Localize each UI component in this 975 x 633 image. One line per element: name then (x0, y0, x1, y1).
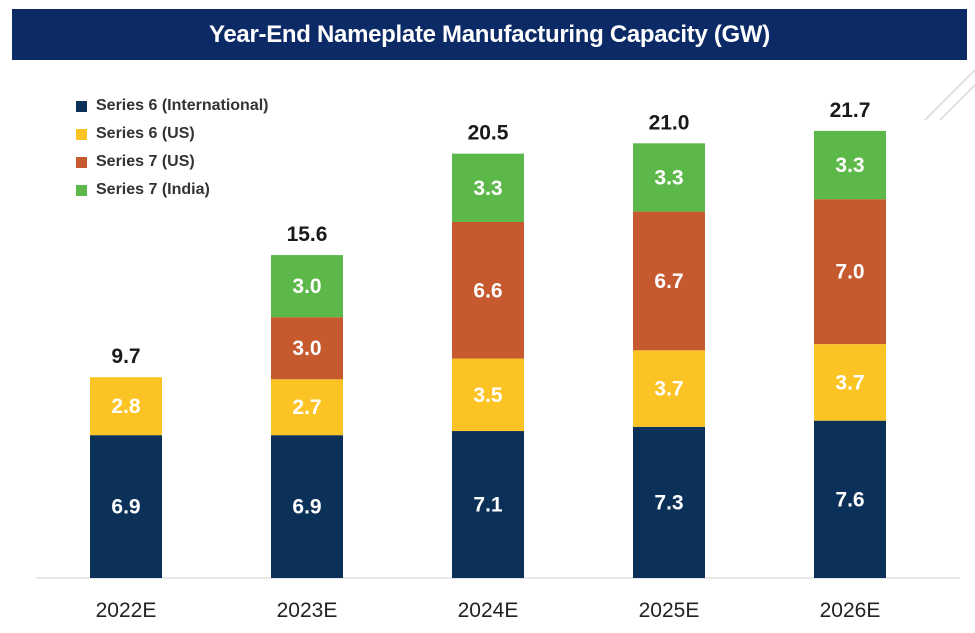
legend-label: Series 7 (India) (96, 181, 210, 198)
legend-swatch (76, 184, 87, 196)
legend-item: Series 7 (India) (76, 176, 269, 204)
x-tick-label: 2023E (277, 599, 338, 622)
total-label: 15.6 (287, 223, 328, 246)
legend-label: Series 6 (International) (96, 97, 269, 114)
data-label: 7.0 (835, 261, 864, 284)
legend: Series 6 (International) Series 6 (US) S… (76, 92, 269, 204)
bar-segment (271, 379, 343, 436)
bar-segment (814, 420, 886, 578)
bar-segment (633, 350, 705, 427)
data-label: 2.8 (111, 395, 141, 418)
bar-segment (633, 143, 705, 212)
x-tick-label: 2026E (820, 599, 881, 622)
data-label: 2.7 (292, 396, 321, 419)
legend-item: Series 6 (US) (76, 120, 269, 148)
total-label: 20.5 (468, 122, 509, 145)
bar-segment (452, 431, 524, 578)
bar-segment (814, 344, 886, 421)
legend-item: Series 7 (US) (76, 148, 269, 176)
data-label: 7.3 (654, 491, 683, 514)
data-label: 3.7 (835, 371, 864, 394)
x-tick-label: 2025E (639, 599, 700, 622)
bar-segment (452, 358, 524, 432)
data-label: 6.7 (654, 270, 683, 293)
legend-swatch (76, 128, 87, 140)
bar-segment (452, 221, 524, 359)
bar-segment (90, 435, 162, 578)
bar-segment (814, 199, 886, 345)
data-label: 3.0 (292, 337, 321, 360)
legend-swatch (76, 156, 87, 168)
bar-segment (814, 130, 886, 200)
data-label: 3.3 (835, 154, 864, 177)
data-label: 6.9 (111, 496, 140, 519)
data-label: 6.6 (473, 279, 502, 302)
legend-swatch (76, 100, 87, 112)
data-label: 7.6 (835, 488, 864, 511)
data-label: 3.0 (292, 275, 321, 298)
data-label: 3.5 (473, 384, 503, 407)
x-tick-label: 2024E (458, 599, 519, 622)
bar-segment (271, 435, 343, 578)
x-tick-label: 2022E (96, 599, 157, 622)
data-label: 6.9 (292, 496, 321, 519)
bar-segment (271, 317, 343, 380)
bar-segment (271, 255, 343, 318)
data-label: 7.1 (473, 494, 503, 517)
data-label: 3.7 (654, 378, 683, 401)
decorative-diagonal-lines (924, 69, 975, 120)
bar-segment (90, 377, 162, 436)
bar-segment (633, 426, 705, 578)
chart-title: Year-End Nameplate Manufacturing Capacit… (12, 9, 967, 60)
legend-label: Series 7 (US) (96, 153, 195, 170)
legend-label: Series 6 (US) (96, 125, 195, 142)
data-label: 3.3 (654, 166, 683, 189)
total-label: 21.0 (649, 111, 690, 134)
bar-segment (452, 153, 524, 222)
legend-item: Series 6 (International) (76, 92, 269, 120)
total-label: 9.7 (111, 345, 140, 368)
data-label: 3.3 (473, 177, 502, 200)
total-label: 21.7 (830, 99, 871, 122)
bar-segment (633, 211, 705, 351)
